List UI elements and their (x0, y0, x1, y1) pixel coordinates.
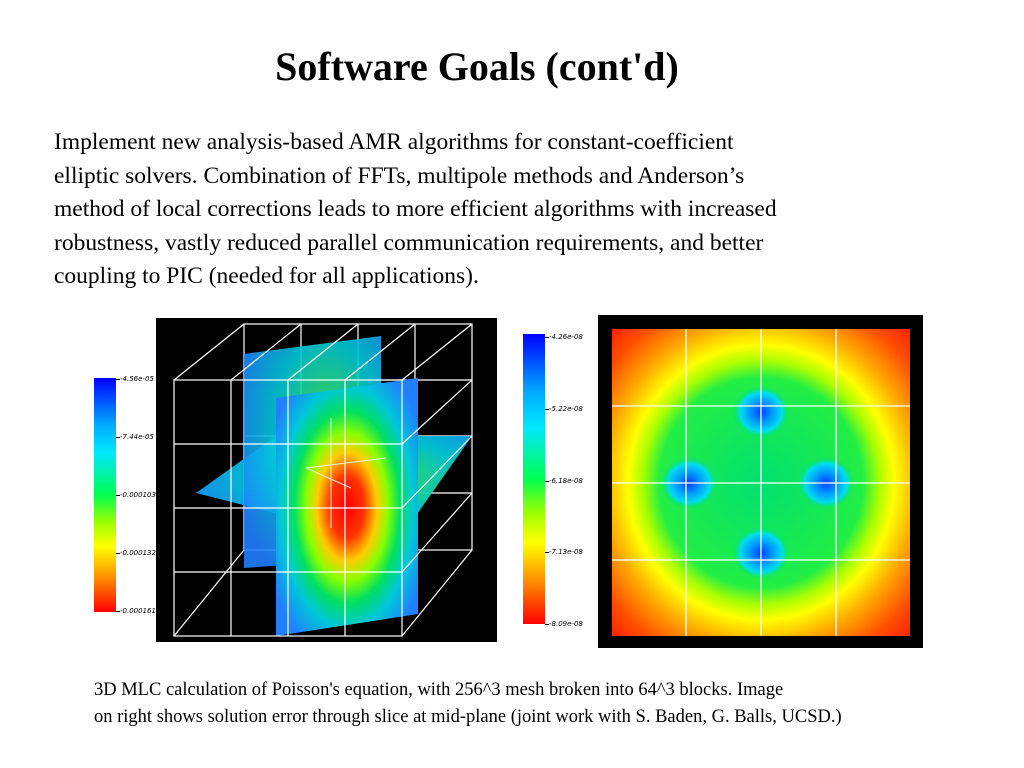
slide-title: Software Goals (cont'd) (275, 44, 679, 89)
colorbar-tick (116, 553, 120, 554)
right-colorbar-label: -7.13e-08 (549, 548, 583, 556)
colorbar-tick (116, 437, 120, 438)
colorbar-tick (116, 379, 120, 380)
cube-grid-front (173, 323, 473, 637)
inner-grid (305, 418, 387, 528)
error-slice-render (612, 329, 910, 636)
left-colorbar (94, 378, 116, 612)
body-line: coupling to PIC (needed for all applicat… (54, 263, 479, 289)
left-colorbar-label: -0.000132 (120, 549, 156, 557)
caption-line: on right shows solution error through sl… (94, 707, 842, 727)
right-colorbar-label: -6.18e-08 (549, 477, 583, 485)
colorbar-tick (545, 624, 549, 625)
body-line: method of local corrections leads to mor… (54, 196, 777, 222)
body-line: elliptic solvers. Combination of FFTs, m… (54, 162, 745, 189)
colorbar-tick (545, 337, 549, 338)
colorbar-tick (545, 481, 549, 482)
colorbar-tick (116, 495, 120, 496)
front-vertical-slice (276, 378, 418, 636)
block-grid (612, 329, 910, 636)
right-colorbar-label: -4.26e-08 (549, 333, 583, 341)
mlc-3d-render (173, 323, 473, 637)
caption-line: 3D MLC calculation of Poisson's equation… (94, 680, 784, 700)
colorbar-tick (116, 611, 120, 612)
error-slice-visualization (598, 315, 923, 648)
right-colorbar-label: -5.22e-08 (549, 405, 583, 413)
body-line: robustness, vastly reduced parallel comm… (54, 229, 764, 256)
left-colorbar-label: -0.000161 (120, 607, 156, 615)
right-colorbar (523, 334, 545, 624)
mlc-3d-visualization (156, 318, 497, 642)
right-colorbar-label: -8.09e-08 (549, 620, 583, 628)
body-paragraph: Implement new analysis-based AMR algorit… (54, 126, 954, 294)
left-colorbar-label: -4.56e-05 (120, 375, 154, 383)
figure-caption: 3D MLC calculation of Poisson's equation… (94, 677, 1019, 731)
left-colorbar-label: -7.44e-05 (120, 433, 154, 441)
colorbar-tick (545, 552, 549, 553)
body-line: Implement new analysis-based AMR algorit… (54, 129, 734, 155)
left-colorbar-label: -0.000103 (120, 491, 156, 499)
colorbar-tick (545, 409, 549, 410)
